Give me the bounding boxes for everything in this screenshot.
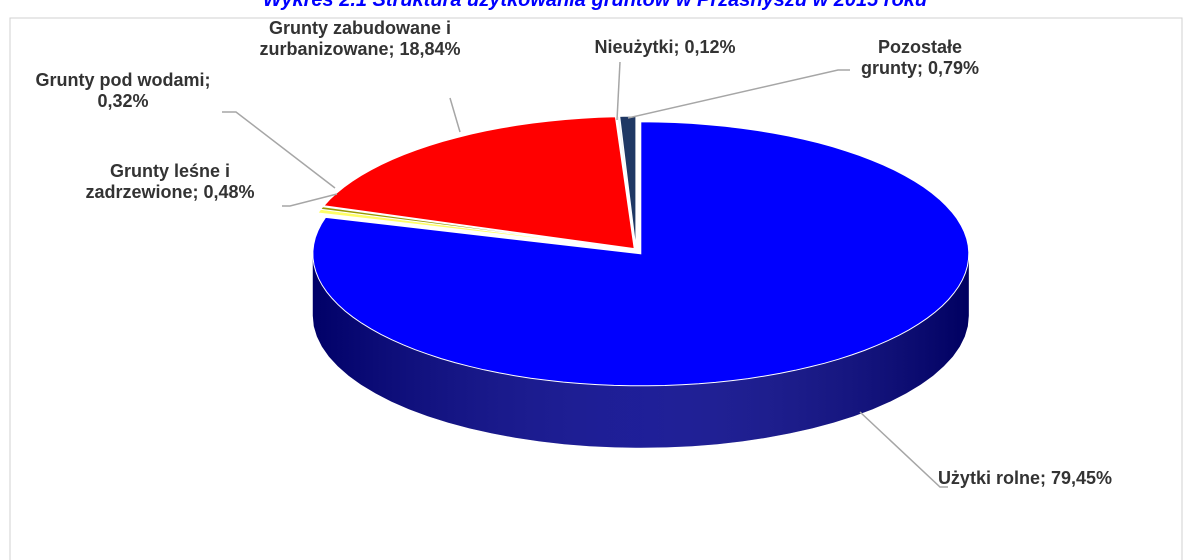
category-label: Nieużytki;: [594, 37, 680, 57]
data-label: Nieużytki; 0,12%: [545, 37, 785, 58]
category-label: Grunty leśne i zadrzewione;: [85, 161, 231, 202]
leader-lines: [222, 61, 948, 488]
slice: [312, 121, 970, 387]
category-label: Pozostałe grunty;: [860, 37, 963, 78]
slice-side-shade: [312, 253, 969, 448]
category-label: Grunty pod wodami;: [35, 70, 211, 90]
slice: [319, 206, 634, 250]
chart-title: Wykres 2.1 Struktura użytkowania gruntów…: [262, 0, 928, 11]
value-label: 18,84%: [399, 39, 461, 59]
value-label: 0,12%: [684, 37, 736, 57]
category-label: Użytki rolne;: [937, 468, 1046, 488]
value-label: 0,79%: [927, 58, 980, 78]
category-label: Grunty zabudowane i zurbanizowane;: [259, 18, 451, 59]
value-label: 79,45%: [1050, 468, 1113, 488]
chart-border: [9, 17, 1183, 560]
data-label: Pozostałe grunty; 0,79%: [845, 37, 995, 79]
value-label: 0,48%: [203, 182, 255, 202]
data-label: Użytki rolne; 79,45%: [930, 468, 1120, 489]
data-label: Grunty pod wodami; 0,32%: [18, 70, 228, 112]
pie: [312, 115, 970, 448]
data-label: Grunty zabudowane i zurbanizowane; 18,84…: [240, 18, 480, 60]
value-label: 0,32%: [97, 91, 149, 111]
slice: [322, 116, 635, 250]
data-label: Grunty leśne i zadrzewione; 0,48%: [60, 161, 280, 203]
